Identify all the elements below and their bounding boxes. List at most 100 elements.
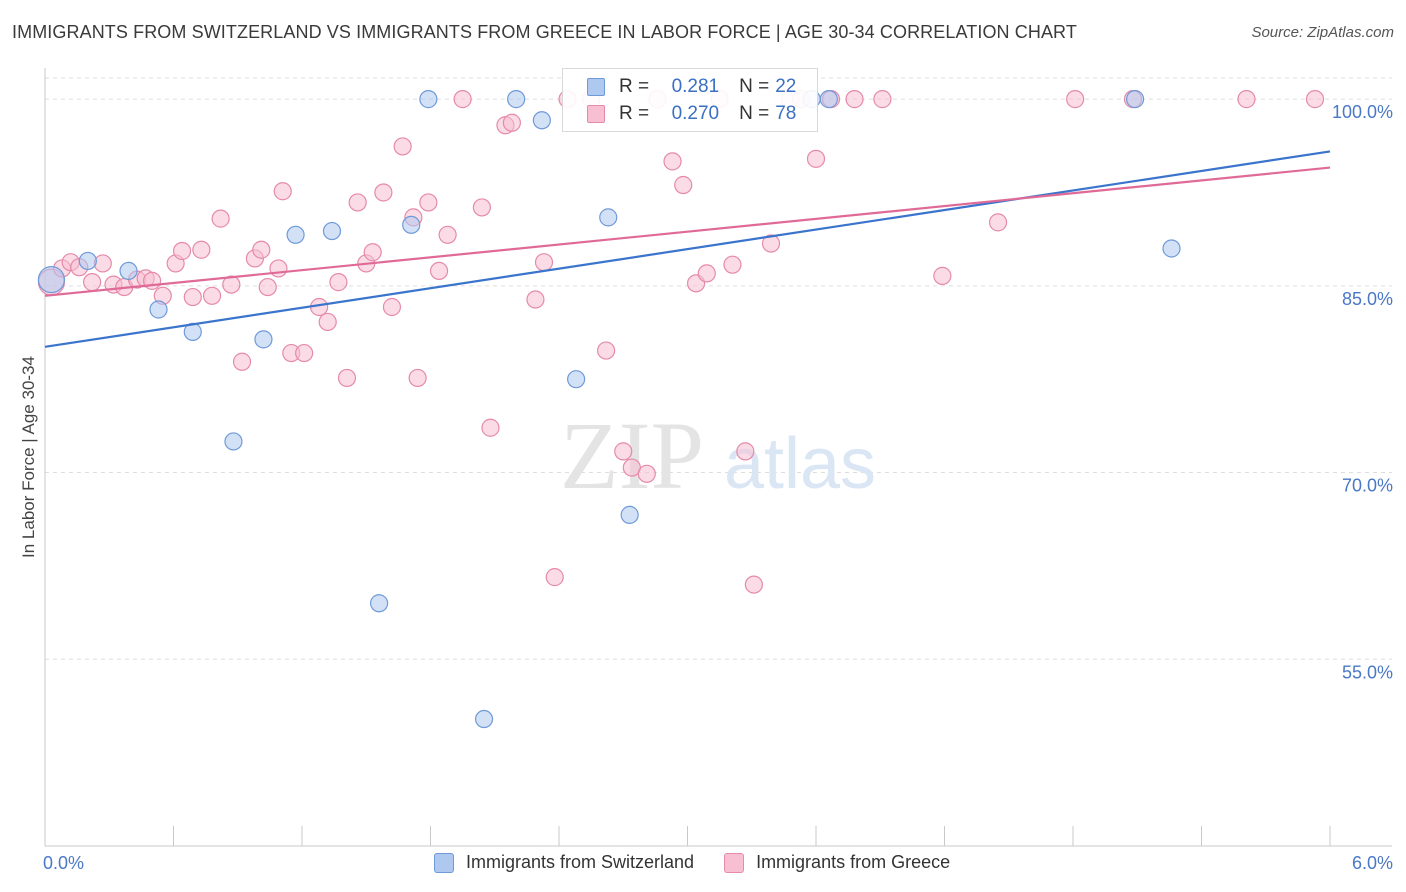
trend-layer	[44, 150, 1331, 348]
point-greece	[845, 90, 864, 109]
x-tick-label: 0.0%	[43, 853, 84, 873]
point-greece	[93, 254, 112, 273]
legend-n-label: N =	[739, 103, 770, 124]
point-greece	[183, 287, 202, 307]
series-swatch-switzerland	[434, 852, 454, 873]
y-axis-title: In Labor Force | Age 30-34	[19, 356, 38, 558]
point-switzerland	[419, 90, 438, 109]
point-greece	[674, 175, 693, 195]
point-greece	[988, 213, 1008, 232]
point-greece	[363, 243, 382, 262]
correlation-legend: R = 0.281 N = 22 R = 0.270 N = 78	[562, 68, 818, 132]
point-switzerland	[322, 221, 342, 241]
watermark-atlas: atlas	[724, 424, 876, 504]
point-switzerland	[819, 90, 838, 109]
point-greece	[761, 234, 781, 253]
point-greece	[614, 442, 633, 461]
point-switzerland	[599, 208, 618, 227]
point-greece	[453, 90, 472, 109]
point-greece	[337, 368, 357, 388]
point-switzerland	[78, 251, 97, 271]
legend-r-label: R =	[619, 103, 650, 124]
series-legend: Immigrants from Switzerland Immigrants f…	[434, 852, 980, 873]
point-greece	[318, 312, 337, 332]
point-greece	[232, 352, 252, 371]
point-greece	[637, 464, 656, 483]
point-switzerland	[567, 370, 586, 389]
point-greece	[348, 193, 367, 212]
legend-r-label: R =	[619, 76, 650, 97]
legend-r-value: 0.281	[671, 76, 720, 97]
point-switzerland	[149, 300, 168, 319]
point-greece	[526, 290, 545, 309]
point-greece	[438, 225, 457, 244]
point-greece	[663, 152, 682, 171]
point-greece	[472, 198, 491, 217]
y-tick-label: 100.0%	[1332, 102, 1393, 122]
point-greece	[502, 113, 521, 132]
y-tick-label: 55.0%	[1342, 662, 1393, 682]
tick-labels: 55.0% 70.0% 85.0% 100.0% 0.0% 6.0% In Labor Fo…	[19, 102, 1393, 873]
trendline-greece	[44, 166, 1331, 297]
point-greece	[481, 418, 500, 437]
legend-swatch-greece	[587, 105, 605, 123]
point-greece	[597, 341, 616, 360]
point-greece	[202, 286, 222, 305]
point-greece	[252, 240, 271, 259]
point-greece	[1066, 90, 1085, 109]
point-greece	[408, 368, 427, 388]
watermark: ZIP atlas	[560, 402, 876, 509]
point-greece	[258, 277, 277, 297]
point-greece	[374, 183, 393, 202]
point-greece	[295, 343, 314, 363]
point-greece	[723, 255, 742, 274]
legend-n-value: 78	[775, 103, 797, 124]
point-greece	[697, 264, 716, 283]
point-switzerland	[474, 709, 494, 729]
legend-row-greece: R = 0.270 N = 78	[587, 101, 796, 127]
point-switzerland	[620, 505, 639, 524]
point-switzerland	[532, 111, 551, 130]
point-switzerland	[286, 225, 305, 244]
x-tick-label: 6.0%	[1352, 853, 1393, 873]
legend-row-switzerland: R = 0.281 N = 22	[587, 74, 796, 100]
watermark-zip: ZIP	[560, 402, 704, 509]
point-greece	[329, 273, 348, 292]
point-switzerland	[370, 594, 389, 613]
point-switzerland	[119, 261, 138, 281]
series-legend-switzerland: Immigrants from Switzerland	[434, 852, 694, 873]
point-switzerland	[1126, 90, 1145, 109]
point-greece	[744, 575, 763, 594]
point-greece	[933, 266, 952, 285]
chart-title: IMMIGRANTS FROM SWITZERLAND VS IMMIGRANT…	[12, 22, 1077, 42]
y-tick-label: 70.0%	[1342, 476, 1393, 496]
series-name-switzerland: Immigrants from Switzerland	[466, 852, 695, 872]
legend-n-value: 22	[775, 76, 797, 97]
series-name-greece: Immigrants from Greece	[756, 852, 951, 872]
point-greece	[806, 149, 826, 168]
series-swatch-greece	[724, 852, 745, 873]
point-greece	[172, 241, 192, 261]
point-greece	[873, 90, 892, 109]
point-greece	[419, 193, 438, 212]
point-greece	[736, 442, 755, 461]
point-switzerland	[224, 432, 243, 451]
y-tick-label: 85.0%	[1342, 289, 1393, 309]
point-switzerland	[37, 266, 66, 294]
point-greece	[534, 253, 554, 272]
point-switzerland	[402, 215, 421, 234]
point-greece	[1237, 90, 1256, 109]
point-greece	[273, 182, 292, 201]
point-greece	[393, 137, 412, 156]
legend-r-value: 0.270	[671, 103, 720, 124]
point-greece	[83, 273, 102, 292]
point-greece	[192, 240, 211, 259]
point-greece	[545, 568, 564, 587]
point-switzerland	[507, 90, 526, 109]
point-greece	[1305, 90, 1325, 109]
point-greece	[211, 209, 230, 228]
point-greece	[382, 297, 402, 317]
source-credit: Source: ZipAtlas.com	[1251, 24, 1394, 41]
point-switzerland	[1162, 239, 1181, 258]
